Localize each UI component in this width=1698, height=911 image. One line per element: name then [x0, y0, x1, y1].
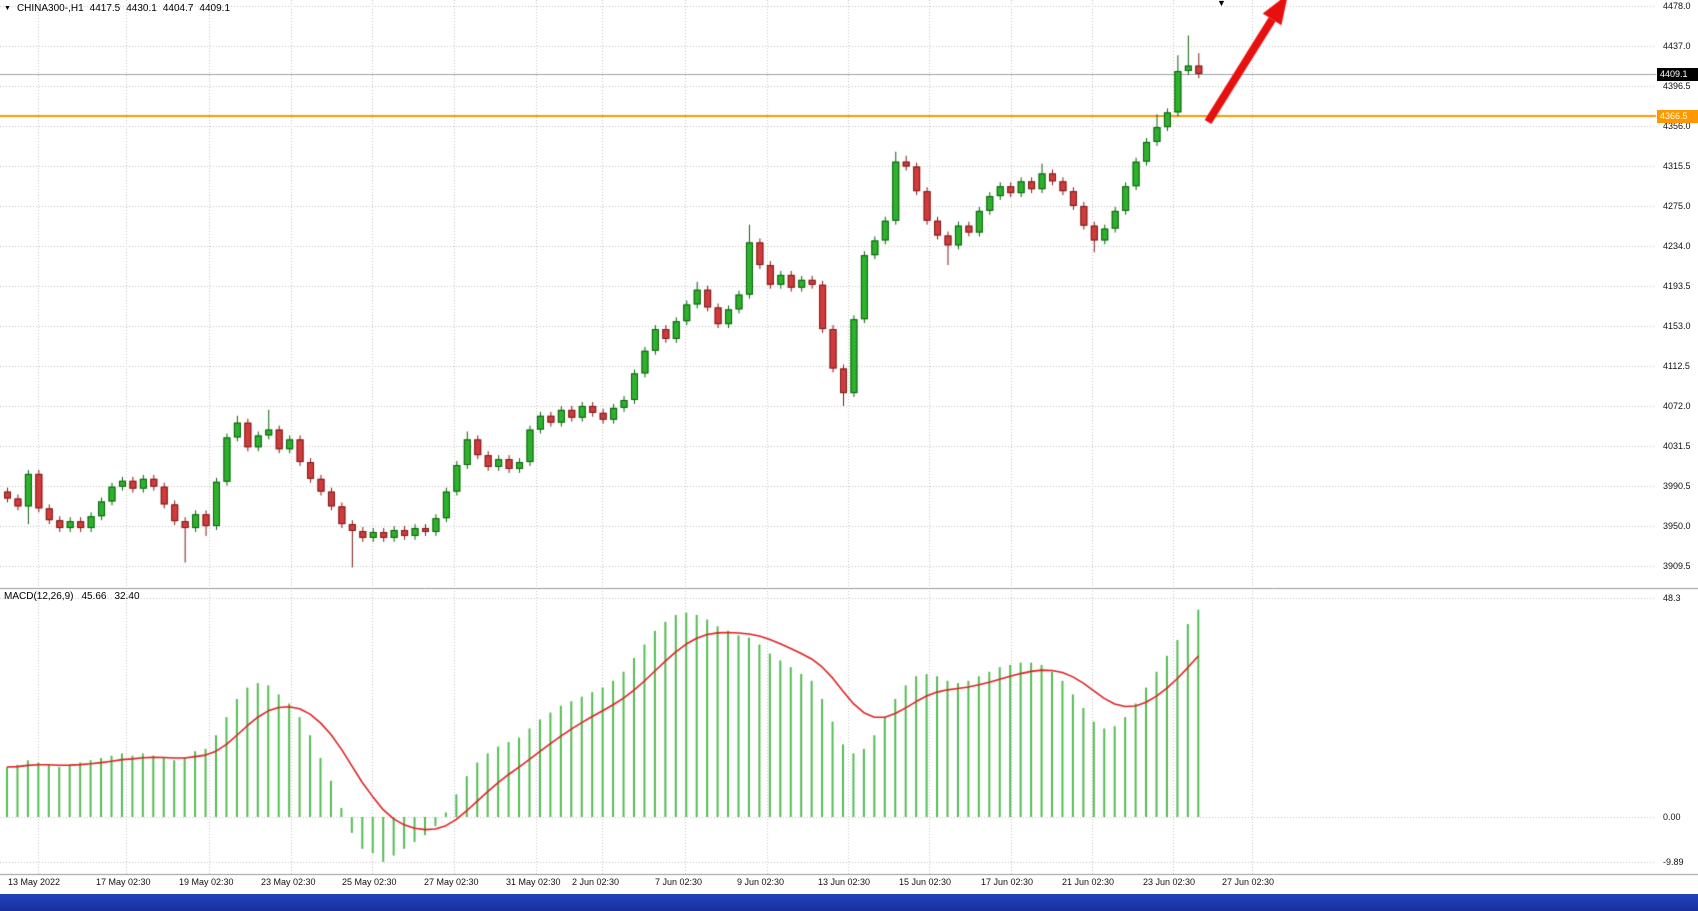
- time-tick-label: 2 Jun 02:30: [572, 877, 620, 887]
- symbol-marker-icon: ▼: [4, 4, 11, 12]
- macd-tick-label: -9.89: [1663, 856, 1684, 867]
- quote-high-value: 4430.1: [126, 3, 157, 14]
- time-tick-label: 9 Jun 02:30: [737, 877, 785, 887]
- time-tick-label: 25 May 02:30: [342, 877, 397, 887]
- time-tick-label: 23 May 02:30: [261, 877, 316, 887]
- time-axis[interactable]: 13 May 2022 17 May 02:30 19 May 02:30 23 Ma…: [0, 876, 1656, 894]
- price-tick-label: 4193.5: [1663, 281, 1691, 292]
- macd-tick-label: 48.3: [1663, 592, 1681, 603]
- quote-close-value: 4409.1: [199, 3, 231, 14]
- price-tick-label: 4275.0: [1663, 200, 1691, 211]
- price-tick-label: 3909.5: [1663, 560, 1691, 571]
- time-tick-label: 27 May 02:30: [424, 877, 479, 887]
- time-tick-label: 19 May 02:30: [179, 877, 234, 887]
- macd-indicator-header: MACD(12,26,9) 45.66 32.40: [4, 591, 140, 602]
- current-price-tag: 4409.1: [1657, 67, 1698, 81]
- price-tick-label: 4234.0: [1663, 241, 1691, 252]
- price-tick-label: 4396.5: [1663, 81, 1691, 92]
- symbol-timeframe-label: CHINA300-,H1: [16, 3, 84, 14]
- time-tick-label: 13 Jun 02:30: [818, 877, 871, 887]
- time-tick-label: 7 Jun 02:30: [655, 877, 703, 887]
- hline-price-tag: 4366.5: [1657, 109, 1698, 123]
- macd-tick-label: 0.00: [1663, 812, 1681, 822]
- chart-object-anchor-icon: ▼: [1217, 0, 1226, 8]
- macd-signal-value: 32.40: [114, 591, 140, 602]
- time-tick-label: 23 Jun 02:30: [1143, 877, 1196, 887]
- price-tick-label: 4112.5: [1663, 361, 1690, 372]
- price-tick-label: 4437.0: [1663, 41, 1691, 52]
- price-tick-label: 4315.5: [1663, 161, 1691, 172]
- time-tick-label: 27 Jun 02:30: [1222, 877, 1275, 887]
- symbol-quote-header: ▼ CHINA300-,H1 4417.5 4430.1 4404.7 4409…: [4, 3, 230, 14]
- time-tick-label: 17 Jun 02:30: [981, 877, 1034, 887]
- price-tick-label: 4153.0: [1663, 321, 1691, 332]
- quote-low-value: 4404.7: [162, 3, 194, 14]
- price-tick-label: 4478.0: [1663, 1, 1691, 11]
- price-axis[interactable]: 4478.0 4437.0 4396.5 4356.0 4315.5 4275.0 4234…: [1660, 0, 1698, 894]
- macd-main-value: 45.66: [81, 591, 107, 602]
- price-tick-label: 3990.5: [1663, 481, 1691, 492]
- time-tick-label: 21 Jun 02:30: [1062, 877, 1115, 887]
- taskbar[interactable]: [0, 894, 1698, 911]
- macd-indicator-label: MACD(12,26,9): [4, 591, 74, 602]
- time-tick-label: 17 May 02:30: [96, 877, 151, 887]
- price-tick-label: 3950.0: [1663, 521, 1691, 532]
- time-tick-label: 13 May 2022: [8, 877, 61, 887]
- time-tick-label: 15 Jun 02:30: [899, 877, 952, 887]
- quote-open-value: 4417.5: [89, 3, 121, 14]
- price-tick-label: 4072.0: [1663, 400, 1691, 411]
- time-tick-label: 31 May 02:30: [506, 877, 561, 887]
- price-tick-label: 4031.5: [1663, 440, 1691, 451]
- price-tick-label: 4356.0: [1663, 121, 1691, 132]
